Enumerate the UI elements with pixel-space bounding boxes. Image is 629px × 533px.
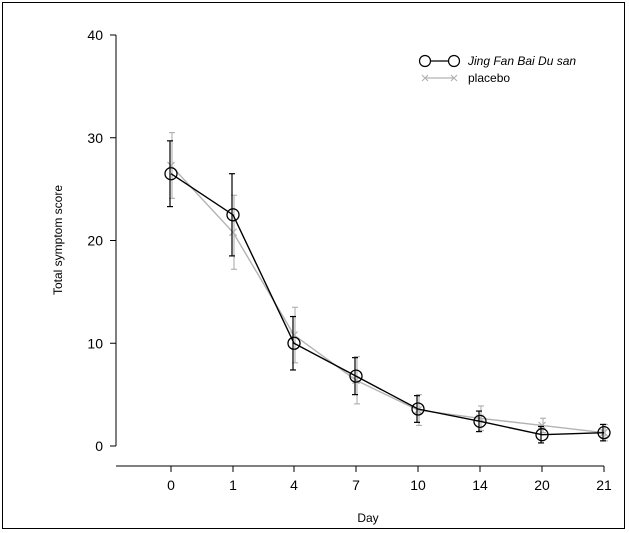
series-line (170, 173, 605, 436)
series-placebo (167, 132, 608, 442)
x-tick-label: 1 (229, 477, 237, 493)
x-tick-label: 0 (167, 477, 175, 493)
data-point (538, 421, 546, 430)
x-tick-label: 14 (472, 477, 488, 493)
legend-marker-x (450, 74, 458, 82)
data-point (287, 336, 301, 350)
x-tick-label: 4 (290, 477, 298, 493)
x-tick-label: 10 (410, 477, 426, 493)
legend-marker-x (421, 74, 429, 82)
data-point (226, 208, 240, 222)
x-axis-label: Day (357, 511, 378, 525)
series-line (170, 165, 605, 434)
series-layer (164, 132, 611, 444)
y-tick-label: 20 (87, 233, 103, 249)
chart-frame (2, 2, 625, 529)
legend-marker-circle (418, 54, 432, 68)
y-axis-label: Total symptom score (51, 185, 65, 295)
x-tick-label: 21 (596, 477, 612, 493)
x-tick-label: 20 (534, 477, 550, 493)
y-tick-label: 40 (87, 27, 103, 43)
legend-marker-circle (447, 54, 461, 68)
legend: Jing Fan Bai Du san placebo (418, 54, 576, 85)
series-jing-fan-bai-du-san (164, 140, 611, 444)
data-point (349, 369, 363, 383)
axes (115, 35, 604, 467)
legend-label-placebo: placebo (468, 71, 510, 85)
y-tick-label: 30 (87, 130, 103, 146)
data-point (229, 228, 237, 237)
data-point (411, 402, 425, 416)
data-point (535, 428, 549, 442)
data-point (597, 425, 611, 440)
x-tick-label: 7 (352, 477, 360, 493)
data-point (164, 167, 178, 181)
data-point (600, 428, 608, 437)
y-tick-label: 0 (95, 438, 103, 454)
legend-label-jing-fan: Jing Fan Bai Du san (467, 54, 576, 68)
y-tick-label: 10 (87, 335, 103, 351)
data-point (473, 414, 487, 428)
